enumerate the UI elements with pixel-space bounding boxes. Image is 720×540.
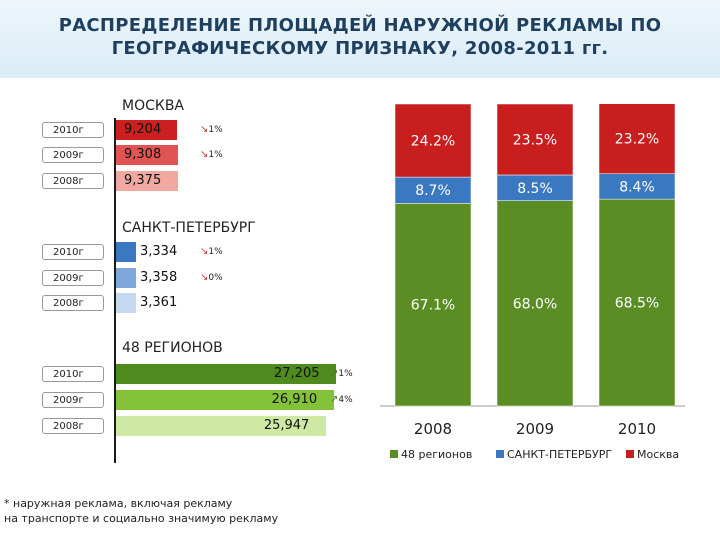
page-title: РАСПРЕДЕЛЕНИЕ ПЛОЩАДЕЙ НАРУЖНОЙ РЕКЛАМЫ … (58, 15, 662, 59)
year-label: 2009г (42, 270, 104, 286)
bar-value-label: 3,358 (140, 270, 178, 285)
bar-segment (598, 103, 676, 175)
footnote-line: на транспорте и социально значимую рекла… (4, 512, 279, 525)
legend-label: 48 регионов (401, 448, 472, 461)
bar-segment (394, 103, 472, 178)
change-value: 1% (208, 150, 223, 160)
year-label: 2008г (42, 418, 104, 434)
footnote: * наружная реклама, включая рекламу на т… (4, 496, 278, 526)
bar (116, 145, 178, 165)
bar-segment (496, 103, 574, 176)
legend-label: Москва (637, 448, 679, 461)
bar (116, 242, 136, 262)
bar-value-label: 3,334 (140, 244, 178, 259)
bar-value-label: 9,375 (124, 173, 162, 188)
change-label: ↘1% (200, 145, 223, 165)
change-value: 1% (338, 369, 353, 379)
change-label: ↘1% (200, 242, 223, 262)
legend-swatch (496, 450, 504, 458)
data-label: 23.2% (615, 132, 659, 148)
bar-segment (496, 174, 574, 201)
data-label: 68.5% (615, 296, 659, 312)
bar-segment (598, 198, 676, 407)
bar-value-label: 26,910 (271, 392, 318, 407)
stacked-bar-chart: 67.1% 8.7% 24.2% 2008 68.0% 8.5% 23.5% 2009 68.5… (380, 103, 685, 461)
change-label: ↗1% (330, 364, 353, 384)
axis-line (114, 118, 116, 463)
arrow-down-icon: ↘ (200, 272, 209, 283)
legend-label: САНКТ-ПЕТЕРБУРГ (507, 448, 612, 461)
data-label: 23.5% (513, 132, 557, 148)
legend-swatch (390, 450, 398, 458)
bar (116, 390, 334, 410)
change-value: 0% (208, 273, 223, 283)
year-label: 2008г (42, 173, 104, 189)
data-label: 24.2% (411, 134, 455, 150)
footnote-line: * наружная реклама, включая рекламу (4, 497, 233, 510)
year-label: 2009г (42, 392, 104, 408)
year-label: 2010г (42, 244, 104, 260)
arrow-down-icon: ↘ (200, 124, 209, 135)
change-label: ↗4% (330, 390, 353, 410)
bar-segment (394, 203, 472, 407)
change-label: ↘1% (200, 120, 223, 140)
x-tick-label: 2009 (516, 420, 554, 438)
data-label: 8.4% (619, 179, 655, 195)
year-label: 2009г (42, 147, 104, 163)
arrow-up-icon: ↗ (330, 394, 339, 405)
bar (116, 171, 178, 191)
bar (116, 416, 326, 436)
arrow-up-icon: ↗ (330, 368, 339, 379)
bar-value-label: 9,308 (124, 147, 162, 162)
bar (116, 268, 136, 288)
change-value: 1% (208, 125, 223, 135)
bar-value-label: 9,204 (124, 122, 162, 137)
bar-segment (496, 200, 574, 407)
data-label: 8.5% (517, 181, 553, 197)
year-label: 2008г (42, 295, 104, 311)
arrow-down-icon: ↘ (200, 246, 209, 257)
x-tick-label: 2008 (414, 420, 452, 438)
year-label: 2010г (42, 366, 104, 382)
region-title: САНКТ-ПЕТЕРБУРГ (122, 220, 256, 236)
region-title: 48 РЕГИОНОВ (122, 340, 223, 356)
change-value: 1% (208, 247, 223, 257)
data-label: 68.0% (513, 296, 557, 312)
bar (116, 120, 177, 140)
bar (116, 293, 136, 313)
change-value: 4% (338, 395, 353, 405)
data-label: 67.1% (411, 298, 455, 314)
legend-swatch (626, 450, 634, 458)
year-label: 2010г (42, 122, 104, 138)
bar-segment (394, 176, 472, 204)
title-banner (0, 0, 720, 78)
x-tick-label: 2010 (618, 420, 656, 438)
region-title: МОСКВА (122, 98, 184, 114)
bar-value-label: 27,205 (274, 366, 320, 381)
arrow-down-icon: ↘ (200, 149, 209, 160)
data-label: 8.7% (415, 183, 451, 199)
bar-segment (598, 173, 676, 200)
bar (116, 364, 336, 384)
bar-value-label: 3,361 (140, 295, 178, 310)
change-label: ↘0% (200, 268, 223, 288)
bar-value-label: 25,947 (263, 418, 310, 433)
